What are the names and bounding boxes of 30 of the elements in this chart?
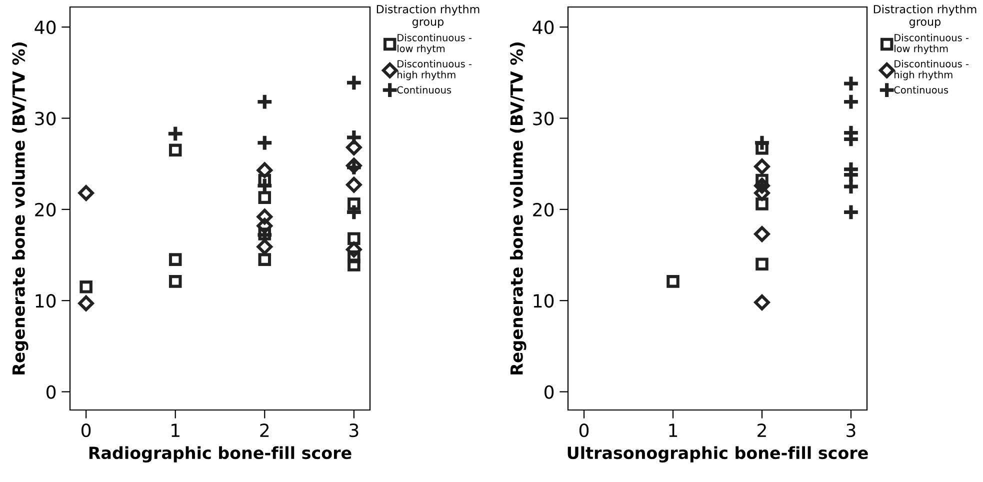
legend-label: Discontinuous - high rhythm — [894, 60, 968, 80]
legend-label: Discontinuous - high rhythm — [398, 60, 472, 80]
legend-title: Distraction rhythm group — [376, 4, 480, 28]
y-tick-label: 0 — [544, 385, 554, 399]
legend-label: Discontinuous - low rhythm — [894, 34, 968, 54]
x-axis-title: Ultrasonographic bone-fill score — [568, 446, 868, 462]
x-tick-label: 2 — [758, 424, 766, 437]
y-axis-title: Regenerate bone volume (BV/TV %) — [12, 42, 28, 374]
x-tick-label: 3 — [846, 424, 856, 438]
x-tick-label: 0 — [82, 424, 91, 438]
legend-label: Continuous — [397, 86, 452, 94]
y-tick-label: 10 — [36, 294, 56, 308]
x-tick-label: 2 — [260, 424, 269, 437]
x-tick-label: 3 — [350, 424, 358, 438]
y-axis-title: Regenerate bone volume (BV/TV %) — [510, 42, 526, 374]
y-tick-label: 30 — [533, 112, 554, 126]
y-tick-label: 20 — [533, 202, 554, 217]
x-axis-title: Radiographic bone-fill score — [89, 446, 352, 462]
x-tick-label: 0 — [579, 424, 589, 438]
legend-label: Continuous — [894, 86, 948, 94]
y-tick-label: 10 — [534, 294, 554, 308]
y-tick-label: 20 — [35, 202, 56, 217]
x-tick-label: 1 — [172, 424, 180, 437]
y-tick-label: 30 — [35, 112, 56, 126]
y-tick-label: 0 — [46, 385, 56, 399]
y-tick-label: 40 — [34, 20, 56, 34]
legend-label: Discontinuous - low rhytm — [398, 34, 472, 54]
legend-title: Distraction rhythm group — [874, 4, 976, 28]
y-tick-label: 40 — [532, 20, 554, 34]
x-tick-label: 1 — [669, 424, 678, 437]
